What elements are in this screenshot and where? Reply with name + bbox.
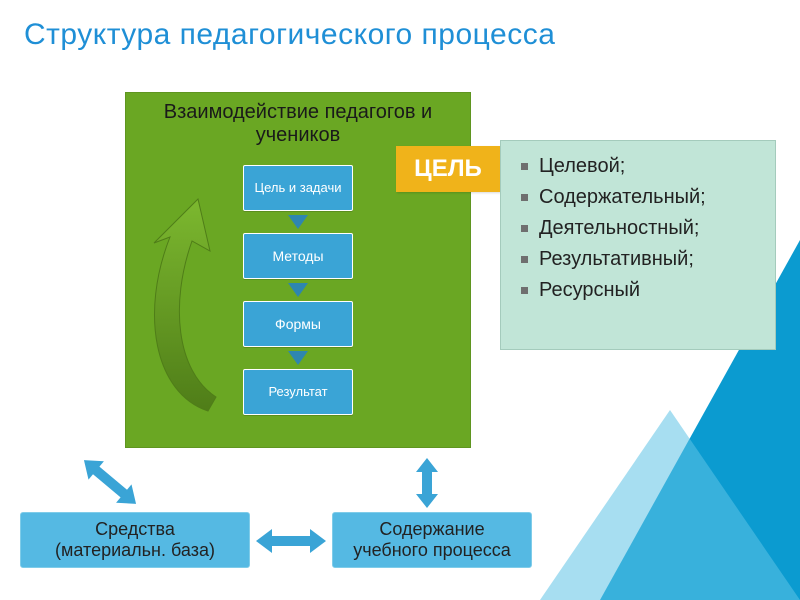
double-arrow-vertical-icon (410, 458, 444, 508)
goal-tag: ЦЕЛЬ (396, 146, 500, 192)
content-line2: учебного процесса (353, 540, 511, 560)
double-arrow-horizontal-icon (256, 524, 326, 558)
flow-column: Цель и задачи Методы Формы Результат (243, 165, 353, 415)
list-item: Ресурсный (521, 275, 763, 306)
means-box: Средства (материальн. база) (20, 512, 250, 568)
panel-title-line1: Взаимодействие педагогов и (164, 101, 432, 123)
flow-node-methods: Методы (243, 233, 353, 279)
double-arrow-diagonal-icon (80, 454, 140, 510)
arrow-down-icon (288, 283, 308, 297)
content-box: Содержание учебного процесса (332, 512, 532, 568)
content-line1: Содержание (379, 519, 484, 539)
means-line1: Средства (95, 519, 175, 539)
panel-title-line2: учеников (256, 124, 340, 146)
flow-node-result: Результат (243, 369, 353, 415)
list-item: Результативный; (521, 244, 763, 275)
arrow-down-icon (288, 215, 308, 229)
flow-node-forms: Формы (243, 301, 353, 347)
flow-node-goal: Цель и задачи (243, 165, 353, 211)
list-item: Содержательный; (521, 182, 763, 213)
page-title: Структура педагогического процесса (24, 18, 555, 52)
feedback-arrow-icon (136, 193, 232, 423)
components-panel: Целевой; Содержательный; Деятельностный;… (500, 140, 776, 350)
arrow-down-icon (288, 351, 308, 365)
interaction-panel-title: Взаимодействие педагогов и учеников (126, 93, 470, 147)
list-item: Целевой; (521, 151, 763, 182)
means-line2: (материальн. база) (55, 540, 215, 560)
list-item: Деятельностный; (521, 213, 763, 244)
components-list: Целевой; Содержательный; Деятельностный;… (521, 151, 763, 306)
